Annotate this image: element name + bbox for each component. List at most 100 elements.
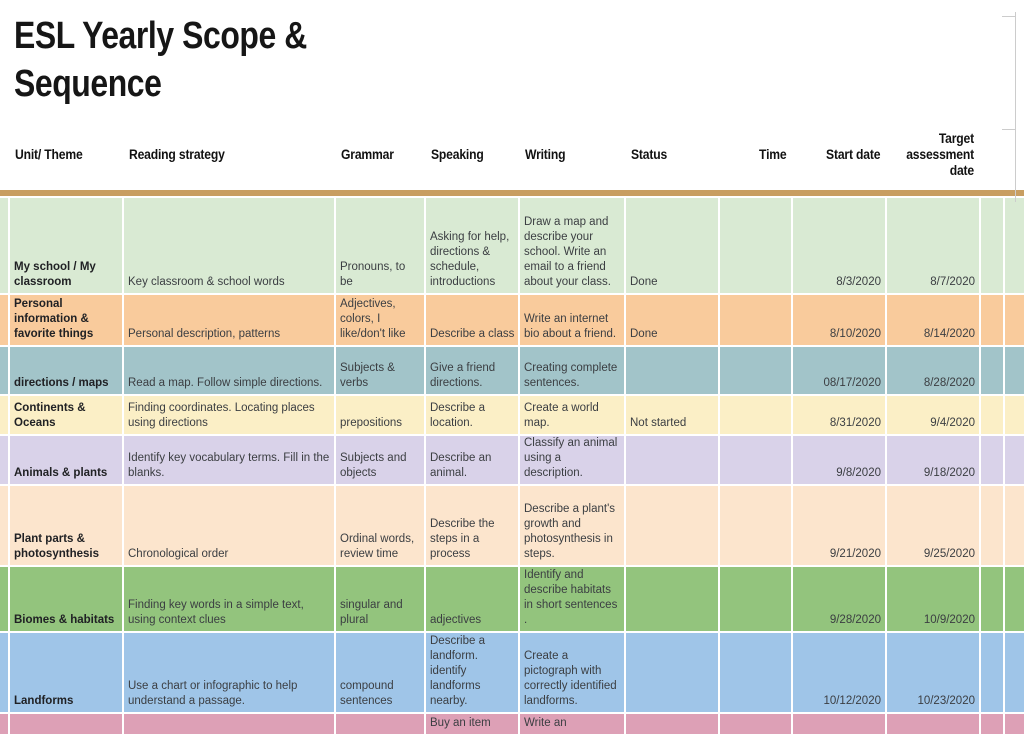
cell-extra2[interactable] bbox=[1005, 295, 1024, 345]
cell-grammar[interactable]: singular and plural bbox=[336, 567, 424, 631]
cell-extra2[interactable] bbox=[1005, 198, 1024, 293]
cell-speaking[interactable]: Buy an item bbox=[426, 714, 518, 734]
cell-extra2[interactable] bbox=[1005, 436, 1024, 484]
cell-unit[interactable]: My school / My classroom bbox=[10, 198, 122, 293]
cell-gutter[interactable] bbox=[0, 436, 8, 484]
cell-grammar[interactable]: compound sentences bbox=[336, 633, 424, 712]
cell-target[interactable]: 10/23/2020 bbox=[887, 633, 979, 712]
cell-status[interactable]: Done bbox=[626, 198, 718, 293]
cell-reading[interactable]: Chronological order bbox=[124, 486, 334, 565]
cell-status[interactable] bbox=[626, 567, 718, 631]
column-header-status[interactable]: Status bbox=[626, 147, 718, 163]
cell-gutter[interactable] bbox=[0, 486, 8, 565]
cell-gutter[interactable] bbox=[0, 396, 8, 434]
cell-grammar[interactable]: prepositions bbox=[336, 396, 424, 434]
cell-unit[interactable]: Animals & plants bbox=[10, 436, 122, 484]
column-header-unit[interactable]: Unit/ Theme bbox=[10, 147, 122, 163]
cell-extra2[interactable] bbox=[1005, 714, 1024, 734]
cell-extra1[interactable] bbox=[981, 633, 1003, 712]
cell-unit[interactable]: Personal information & favorite things bbox=[10, 295, 122, 345]
cell-start[interactable]: 9/28/2020 bbox=[793, 567, 885, 631]
cell-extra1[interactable] bbox=[981, 436, 1003, 484]
cell-grammar[interactable] bbox=[336, 714, 424, 734]
cell-writing[interactable]: Draw a map and describe your school. Wri… bbox=[520, 198, 624, 293]
cell-target[interactable]: 8/28/2020 bbox=[887, 347, 979, 394]
cell-extra1[interactable] bbox=[981, 198, 1003, 293]
cell-unit[interactable]: directions / maps bbox=[10, 347, 122, 394]
cell-extra1[interactable] bbox=[981, 486, 1003, 565]
column-header-grammar[interactable]: Grammar bbox=[336, 147, 424, 163]
column-header-start[interactable]: Start date bbox=[793, 147, 885, 163]
cell-reading[interactable]: Identify key vocabulary terms. Fill in t… bbox=[124, 436, 334, 484]
cell-speaking[interactable]: Describe a location. bbox=[426, 396, 518, 434]
cell-start[interactable] bbox=[793, 714, 885, 734]
column-header-reading[interactable]: Reading strategy bbox=[124, 147, 334, 163]
cell-status[interactable] bbox=[626, 714, 718, 734]
cell-writing[interactable]: Write an bbox=[520, 714, 624, 734]
column-header-speaking[interactable]: Speaking bbox=[426, 147, 518, 163]
cell-time[interactable] bbox=[720, 436, 791, 484]
cell-target[interactable]: 10/9/2020 bbox=[887, 567, 979, 631]
cell-extra1[interactable] bbox=[981, 567, 1003, 631]
cell-time[interactable] bbox=[720, 714, 791, 734]
cell-writing[interactable]: Identify and describe habitats in short … bbox=[520, 567, 624, 631]
cell-writing[interactable]: Classify an animal using a description. bbox=[520, 436, 624, 484]
cell-status[interactable]: Not started bbox=[626, 396, 718, 434]
cell-speaking[interactable]: Describe a class bbox=[426, 295, 518, 345]
cell-reading[interactable]: Key classroom & school words bbox=[124, 198, 334, 293]
cell-speaking[interactable]: Describe the steps in a process bbox=[426, 486, 518, 565]
cell-writing[interactable]: Creating complete sentences. bbox=[520, 347, 624, 394]
cell-reading[interactable]: Use a chart or infographic to help under… bbox=[124, 633, 334, 712]
cell-reading[interactable]: Read a map. Follow simple directions. bbox=[124, 347, 334, 394]
cell-target[interactable]: 9/18/2020 bbox=[887, 436, 979, 484]
cell-time[interactable] bbox=[720, 567, 791, 631]
cell-unit[interactable]: Plant parts & photosynthesis bbox=[10, 486, 122, 565]
cell-writing[interactable]: Create a pictograph with correctly ident… bbox=[520, 633, 624, 712]
cell-time[interactable] bbox=[720, 198, 791, 293]
cell-writing[interactable]: Write an internet bio about a friend. bbox=[520, 295, 624, 345]
cell-time[interactable] bbox=[720, 295, 791, 345]
column-header-writing[interactable]: Writing bbox=[520, 147, 624, 163]
cell-status[interactable] bbox=[626, 633, 718, 712]
cell-writing[interactable]: Create a world map. bbox=[520, 396, 624, 434]
cell-extra1[interactable] bbox=[981, 396, 1003, 434]
cell-speaking[interactable]: Asking for help, directions & schedule, … bbox=[426, 198, 518, 293]
cell-gutter[interactable] bbox=[0, 714, 8, 734]
cell-start[interactable]: 9/8/2020 bbox=[793, 436, 885, 484]
cell-extra1[interactable] bbox=[981, 295, 1003, 345]
cell-target[interactable] bbox=[887, 714, 979, 734]
cell-gutter[interactable] bbox=[0, 295, 8, 345]
cell-grammar[interactable]: Subjects and objects bbox=[336, 436, 424, 484]
cell-gutter[interactable] bbox=[0, 198, 8, 293]
cell-speaking[interactable]: Describe a landform. identify landforms … bbox=[426, 633, 518, 712]
cell-time[interactable] bbox=[720, 486, 791, 565]
column-header-time[interactable]: Time bbox=[720, 147, 791, 163]
cell-reading[interactable] bbox=[124, 714, 334, 734]
cell-extra1[interactable] bbox=[981, 714, 1003, 734]
cell-start[interactable]: 8/10/2020 bbox=[793, 295, 885, 345]
cell-time[interactable] bbox=[720, 347, 791, 394]
cell-speaking[interactable]: Give a friend directions. bbox=[426, 347, 518, 394]
cell-grammar[interactable]: Ordinal words, review time bbox=[336, 486, 424, 565]
cell-target[interactable]: 8/14/2020 bbox=[887, 295, 979, 345]
cell-extra1[interactable] bbox=[981, 347, 1003, 394]
cell-status[interactable]: Done bbox=[626, 295, 718, 345]
cell-reading[interactable]: Finding coordinates. Locating places usi… bbox=[124, 396, 334, 434]
cell-target[interactable]: 8/7/2020 bbox=[887, 198, 979, 293]
cell-target[interactable]: 9/4/2020 bbox=[887, 396, 979, 434]
cell-start[interactable]: 10/12/2020 bbox=[793, 633, 885, 712]
cell-status[interactable] bbox=[626, 347, 718, 394]
cell-unit[interactable] bbox=[10, 714, 122, 734]
cell-grammar[interactable]: Pronouns, to be bbox=[336, 198, 424, 293]
cell-gutter[interactable] bbox=[0, 567, 8, 631]
cell-speaking[interactable]: Describe an animal. bbox=[426, 436, 518, 484]
cell-start[interactable]: 8/3/2020 bbox=[793, 198, 885, 293]
cell-status[interactable] bbox=[626, 436, 718, 484]
cell-extra2[interactable] bbox=[1005, 567, 1024, 631]
cell-reading[interactable]: Finding key words in a simple text, usin… bbox=[124, 567, 334, 631]
cell-start[interactable]: 8/31/2020 bbox=[793, 396, 885, 434]
cell-extra2[interactable] bbox=[1005, 396, 1024, 434]
cell-status[interactable] bbox=[626, 486, 718, 565]
cell-reading[interactable]: Personal description, patterns bbox=[124, 295, 334, 345]
cell-writing[interactable]: Describe a plant's growth and photosynth… bbox=[520, 486, 624, 565]
